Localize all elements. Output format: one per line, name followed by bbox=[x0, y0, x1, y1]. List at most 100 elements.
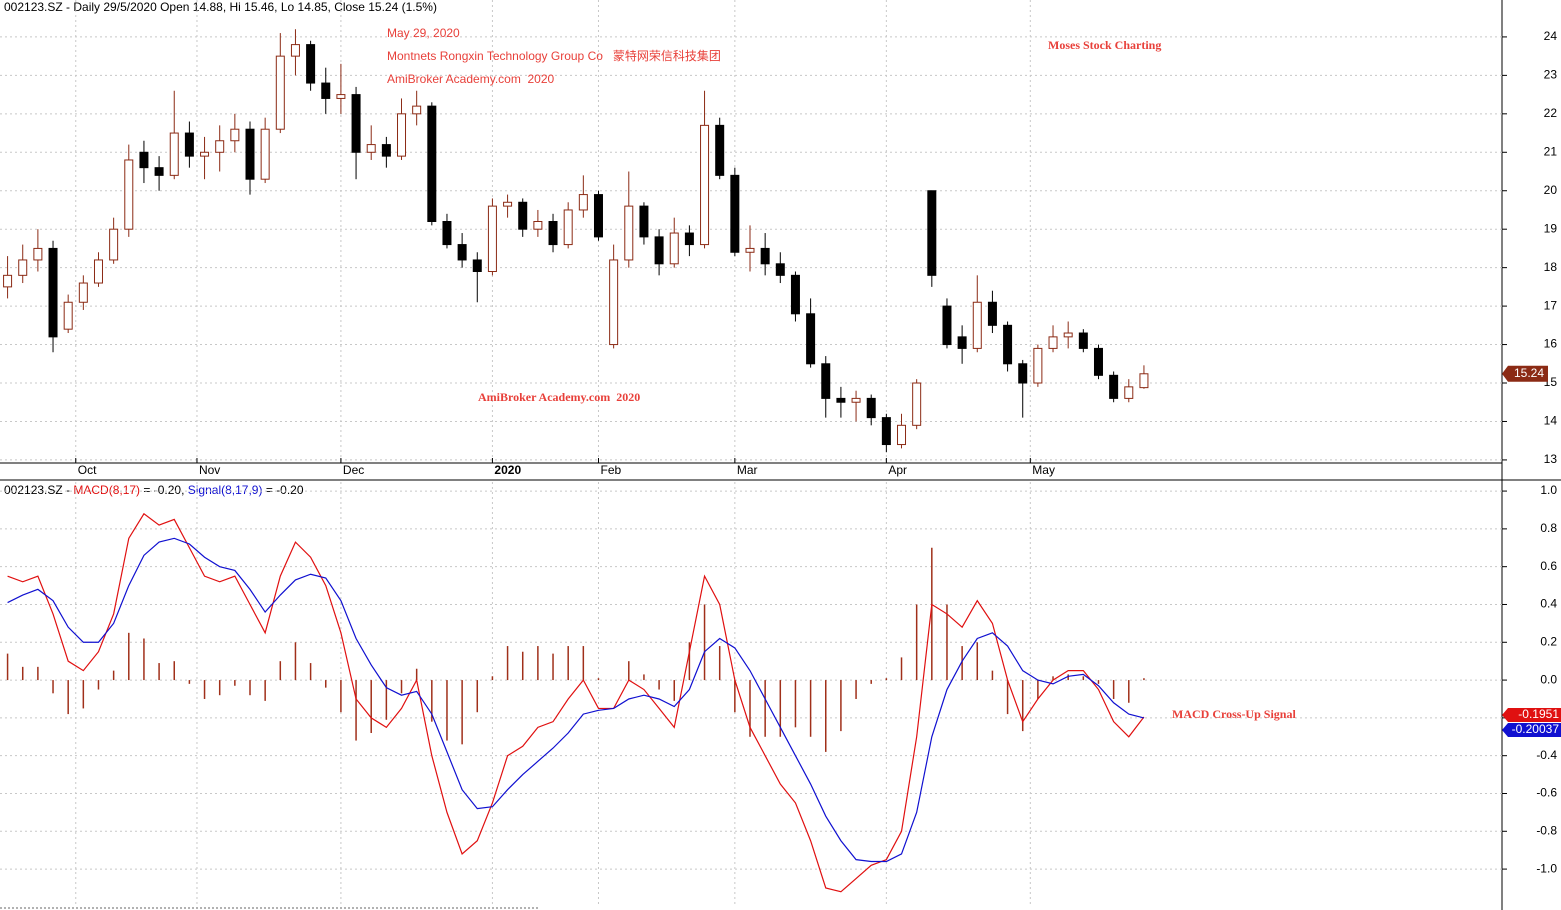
candle-body bbox=[684, 232, 694, 246]
y-tick-label: 19 bbox=[1544, 221, 1558, 235]
candle-body bbox=[1078, 332, 1088, 349]
candle-body bbox=[487, 205, 497, 272]
y-tick-label: 17 bbox=[1544, 298, 1558, 312]
candle-body bbox=[427, 105, 437, 223]
candle-body bbox=[1003, 324, 1013, 365]
candle-body bbox=[987, 301, 997, 326]
candle-body bbox=[866, 397, 876, 419]
y-tick-label: 16 bbox=[1544, 337, 1558, 351]
x-tick-label: Dec bbox=[343, 463, 364, 477]
candle-body bbox=[593, 194, 603, 238]
candle-body bbox=[184, 132, 194, 157]
y-tick-label: -0.6 bbox=[1536, 786, 1557, 800]
candle-body bbox=[972, 301, 982, 349]
candle-body bbox=[624, 205, 634, 261]
annotation: AmiBroker Academy.com 2020 bbox=[387, 72, 555, 86]
candle-body bbox=[578, 194, 588, 211]
candle-body bbox=[821, 363, 831, 399]
candle-body bbox=[1063, 332, 1073, 338]
candle-body bbox=[806, 313, 816, 365]
y-tick-label: 20 bbox=[1544, 183, 1558, 197]
y-tick-label: 13 bbox=[1544, 452, 1558, 466]
x-tick-label: Apr bbox=[888, 463, 907, 477]
x-tick-label: Nov bbox=[199, 463, 220, 477]
x-tick-label: May bbox=[1032, 463, 1055, 477]
candle-body bbox=[336, 94, 346, 99]
y-tick-label: 14 bbox=[1544, 414, 1558, 428]
candle-body bbox=[654, 236, 664, 265]
y-tick-label: 18 bbox=[1544, 260, 1558, 274]
annotation: MACD Cross-Up Signal bbox=[1172, 707, 1296, 721]
candle-body bbox=[366, 144, 376, 153]
candle-body bbox=[927, 190, 937, 276]
candle-body bbox=[169, 132, 179, 176]
candle-body bbox=[1109, 374, 1119, 399]
candle-body bbox=[275, 55, 285, 130]
candle-body bbox=[381, 144, 391, 157]
legend-entry: MACD(8,17) bbox=[73, 483, 140, 497]
candle-body bbox=[1033, 347, 1043, 384]
last-price-marker bbox=[1502, 365, 1548, 382]
candle-body bbox=[533, 221, 543, 230]
candle-body bbox=[306, 44, 316, 84]
y-tick-label: 21 bbox=[1544, 144, 1558, 158]
title-part: 002123.SZ - bbox=[4, 483, 73, 497]
series-line bbox=[7, 512, 1145, 893]
annotation: May 29, 2020 bbox=[387, 26, 460, 40]
candle-body bbox=[33, 247, 43, 261]
candle-body bbox=[609, 259, 619, 346]
candle-body bbox=[109, 228, 119, 261]
y-tick-label: 24 bbox=[1544, 29, 1558, 43]
annotation: AmiBroker Academy.com 2020 bbox=[478, 390, 640, 404]
y-tick-label: 0.0 bbox=[1540, 672, 1557, 686]
candle-body bbox=[1139, 373, 1149, 389]
candle-body bbox=[775, 263, 785, 276]
y-tick-label: 0.6 bbox=[1540, 559, 1557, 573]
chart-title: 002123.SZ - Daily 29/5/2020 Open 14.88, … bbox=[4, 0, 437, 14]
candle-body bbox=[942, 305, 952, 346]
annotation: Montnets Rongxin Technology Group Co 蒙特网… bbox=[387, 48, 721, 63]
y-tick-label: 22 bbox=[1544, 106, 1558, 120]
candle-body bbox=[215, 140, 225, 153]
x-tick-label: Mar bbox=[737, 463, 758, 477]
candle-body bbox=[715, 124, 725, 176]
candle-body bbox=[730, 174, 740, 253]
candle-body bbox=[260, 128, 270, 180]
annotation: Moses Stock Charting bbox=[1048, 38, 1161, 52]
macd-title: 002123.SZ - MACD(8,17) = -0.20, Signal(8… bbox=[4, 483, 304, 497]
candle-body bbox=[442, 221, 452, 246]
title-part: = -0.20 bbox=[262, 483, 303, 497]
candle-body bbox=[3, 274, 13, 288]
candle-body bbox=[457, 244, 467, 261]
candle-body bbox=[897, 424, 907, 446]
candle-body bbox=[1124, 386, 1134, 399]
candle-body bbox=[397, 113, 407, 157]
candle-body bbox=[63, 301, 73, 330]
x-tick-label: Oct bbox=[78, 463, 97, 477]
candle-body bbox=[200, 151, 210, 157]
candle-body bbox=[518, 201, 528, 230]
legend-entry: Signal(8,17,9) bbox=[188, 483, 263, 497]
candle-body bbox=[78, 282, 88, 303]
candle-body bbox=[745, 247, 755, 253]
candle-body bbox=[93, 259, 103, 284]
candle-body bbox=[412, 105, 422, 115]
y-tick-label: 1.0 bbox=[1540, 483, 1557, 497]
candle-body bbox=[1018, 363, 1028, 384]
y-tick-label: -0.8 bbox=[1536, 823, 1557, 837]
x-tick-label: 2020 bbox=[494, 463, 521, 477]
y-tick-label: 0.2 bbox=[1540, 634, 1557, 648]
candle-body bbox=[912, 382, 922, 426]
candle-body bbox=[124, 159, 134, 230]
y-tick-label: 0.8 bbox=[1540, 521, 1557, 535]
candle-body bbox=[245, 128, 255, 180]
candle-body bbox=[669, 232, 679, 265]
candle-body bbox=[18, 259, 28, 276]
y-tick-label: -1.0 bbox=[1536, 861, 1557, 875]
y-tick-label: 23 bbox=[1544, 68, 1558, 82]
series-line bbox=[7, 537, 1145, 863]
candle-body bbox=[503, 201, 513, 207]
y-tick-label: -0.4 bbox=[1536, 748, 1557, 762]
